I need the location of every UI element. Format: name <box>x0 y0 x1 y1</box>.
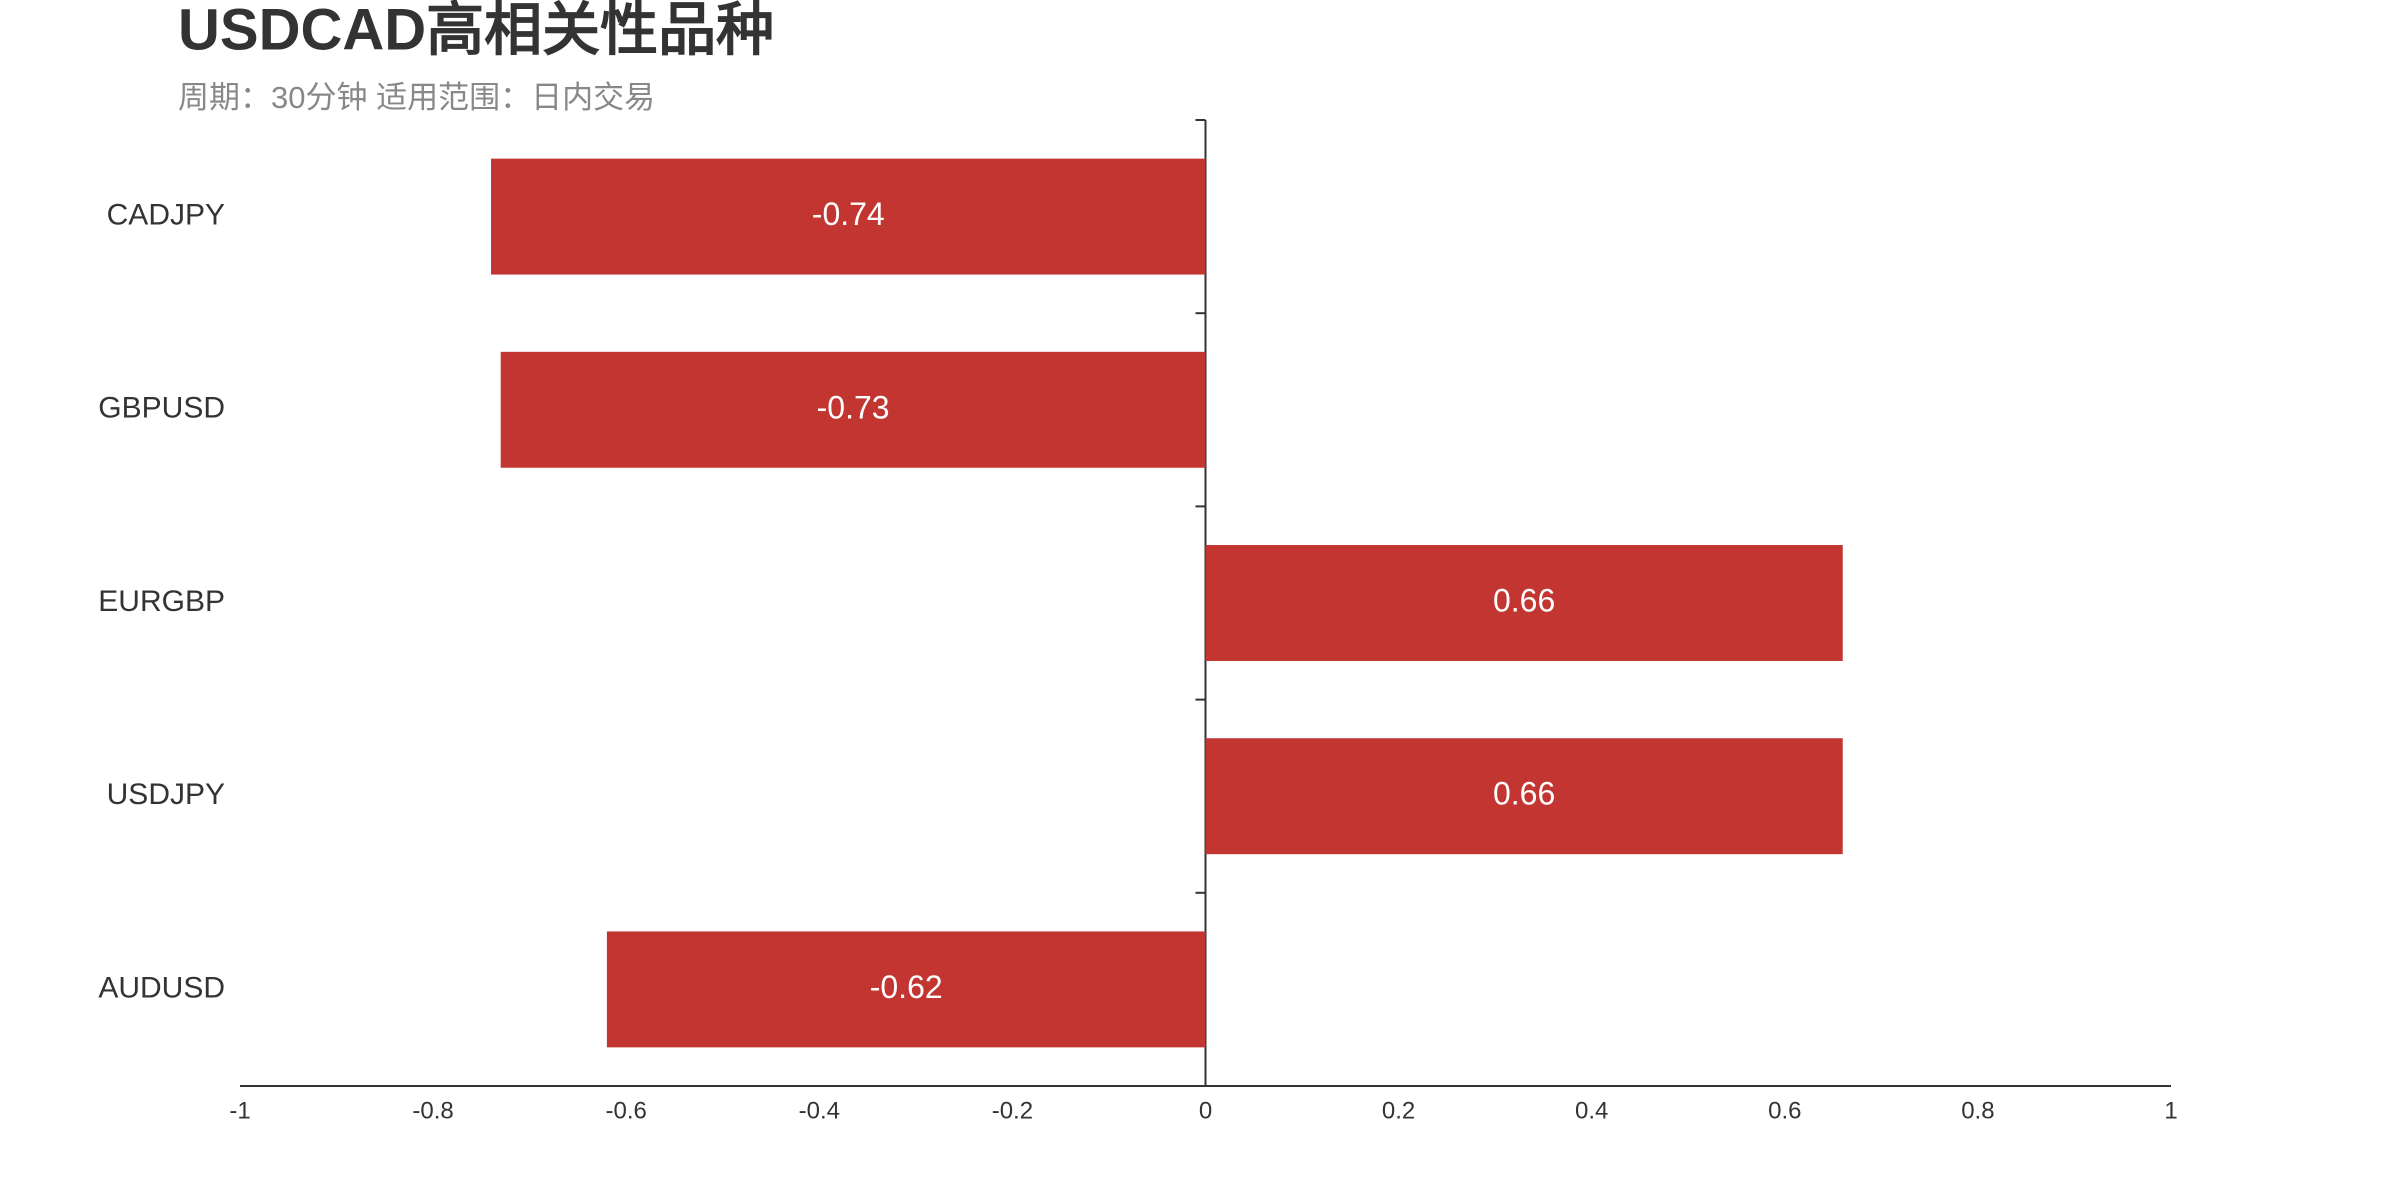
y-tick-label: USDJPY <box>107 778 225 811</box>
bar-value-label: 0.66 <box>1493 776 1555 812</box>
bar-value-label: -0.74 <box>812 196 885 232</box>
bar-value-label: 0.66 <box>1493 582 1555 618</box>
x-tick-label: 1 <box>2164 1097 2177 1124</box>
y-tick-label: EURGBP <box>98 585 225 618</box>
chart-title: USDCAD高相关性品种 <box>178 0 774 62</box>
x-tick-label: -0.8 <box>412 1097 453 1124</box>
x-tick-label: 0.2 <box>1382 1097 1415 1124</box>
bar-value-label: -0.62 <box>870 969 943 1005</box>
y-tick-label: GBPUSD <box>98 392 225 425</box>
bar <box>1205 545 1843 661</box>
x-tick-label: 0.6 <box>1768 1097 1801 1124</box>
bar <box>500 351 1206 468</box>
x-tick-label: -0.2 <box>992 1097 1033 1124</box>
x-tick-label: -0.6 <box>606 1097 647 1124</box>
x-tick-label: 0.8 <box>1961 1097 1994 1124</box>
x-tick-label: 0 <box>1199 1097 1212 1124</box>
bar-value-label: -0.73 <box>817 389 890 425</box>
y-tick-label: CADJPY <box>107 199 225 232</box>
y-tick-label: AUDUSD <box>98 971 225 1004</box>
bar <box>491 158 1206 275</box>
x-tick-label: 0.4 <box>1575 1097 1608 1124</box>
bar <box>1205 738 1843 855</box>
bar <box>606 931 1206 1048</box>
chart-subtitle: 周期：30分钟 适用范围：日内交易 <box>178 80 655 115</box>
x-tick-label: -1 <box>229 1097 250 1124</box>
x-tick-label: -0.4 <box>799 1097 840 1124</box>
